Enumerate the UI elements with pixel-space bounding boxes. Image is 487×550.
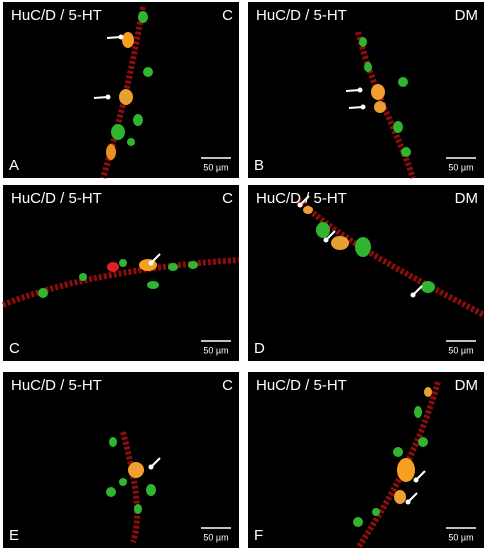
panel-letter: D — [254, 340, 265, 357]
cell — [79, 273, 87, 281]
panel-background — [248, 372, 484, 548]
panel: HuC/D / 5-HT DM B 50 µm — [248, 2, 484, 179]
tissue-strand — [355, 31, 416, 179]
panel-letter: A — [9, 157, 19, 174]
cell — [331, 236, 349, 250]
cell — [394, 490, 406, 504]
arrow-head — [297, 202, 303, 208]
panel-letter: E — [9, 527, 19, 544]
panel: HuC/D / 5-HT C A 50 µm — [3, 2, 239, 179]
arrow-head — [105, 94, 111, 100]
stain-label: HuC/D / 5-HT — [256, 190, 347, 207]
cell — [424, 387, 432, 397]
cell — [119, 89, 133, 105]
scale-label: 50 µm — [448, 532, 473, 542]
panel-background — [3, 372, 239, 548]
cell — [401, 147, 411, 157]
panel-background — [3, 2, 239, 178]
condition-label: DM — [455, 190, 478, 207]
arrow-head — [405, 499, 411, 505]
cell — [355, 237, 371, 257]
tissue-strand — [355, 381, 441, 550]
cell — [414, 406, 422, 418]
cell — [188, 261, 198, 269]
condition-label: C — [222, 7, 233, 24]
cell — [134, 504, 142, 514]
cell — [353, 517, 363, 527]
cell — [421, 281, 435, 293]
cell — [168, 263, 178, 271]
cell — [106, 487, 116, 497]
tissue-strand — [120, 431, 141, 543]
cell — [303, 206, 313, 214]
arrow-head — [118, 34, 124, 40]
arrow-head — [413, 477, 419, 483]
stain-label: HuC/D / 5-HT — [256, 377, 347, 394]
panel: HuC/D / 5-HT DM F 50 µm — [248, 372, 484, 550]
panel: HuC/D / 5-HT C C 50 µm — [1, 185, 240, 361]
stain-label: HuC/D / 5-HT — [11, 190, 102, 207]
cell — [119, 259, 127, 267]
arrow-head — [357, 87, 363, 93]
stain-label: HuC/D / 5-HT — [11, 377, 102, 394]
scale-label: 50 µm — [203, 345, 228, 355]
scale-label: 50 µm — [448, 345, 473, 355]
cell — [138, 11, 148, 23]
stain-label: HuC/D / 5-HT — [11, 7, 102, 24]
arrow-head — [148, 464, 154, 470]
cell — [397, 458, 415, 482]
tissue-strand — [1, 257, 240, 308]
cell — [107, 262, 119, 272]
cell — [127, 138, 135, 146]
arrow-head — [323, 237, 329, 243]
cell — [122, 32, 134, 48]
cell — [111, 124, 125, 140]
cell — [38, 288, 48, 298]
condition-label: DM — [455, 7, 478, 24]
condition-label: C — [222, 377, 233, 394]
cell — [359, 37, 367, 47]
panel: HuC/D / 5-HT DM D 50 µm — [248, 185, 486, 361]
cell — [371, 84, 385, 100]
scale-label: 50 µm — [448, 162, 473, 172]
panel-letter: B — [254, 157, 264, 174]
panel: HuC/D / 5-HT C E 50 µm — [3, 372, 239, 548]
condition-label: C — [222, 190, 233, 207]
cell — [143, 67, 153, 77]
cell — [119, 478, 127, 486]
cell — [393, 121, 403, 133]
cell — [364, 62, 372, 72]
tissue-strand — [295, 197, 486, 318]
stain-label: HuC/D / 5-HT — [256, 7, 347, 24]
cell — [147, 281, 159, 289]
arrow-head — [410, 292, 416, 298]
cell — [393, 447, 403, 457]
scale-label: 50 µm — [203, 532, 228, 542]
cell — [109, 437, 117, 447]
cell — [133, 114, 143, 126]
panel-background — [248, 2, 484, 178]
arrow-head — [148, 260, 154, 266]
cell — [372, 508, 380, 516]
panel-background — [248, 185, 484, 361]
cell — [128, 462, 144, 478]
arrow-head — [360, 104, 366, 110]
condition-label: DM — [455, 377, 478, 394]
panel-letter: F — [254, 527, 263, 544]
panel-letter: C — [9, 340, 20, 357]
cell — [418, 437, 428, 447]
cell — [316, 222, 330, 238]
cell — [398, 77, 408, 87]
cell — [106, 144, 116, 160]
cell — [374, 101, 386, 113]
cell — [146, 484, 156, 496]
scale-label: 50 µm — [203, 162, 228, 172]
